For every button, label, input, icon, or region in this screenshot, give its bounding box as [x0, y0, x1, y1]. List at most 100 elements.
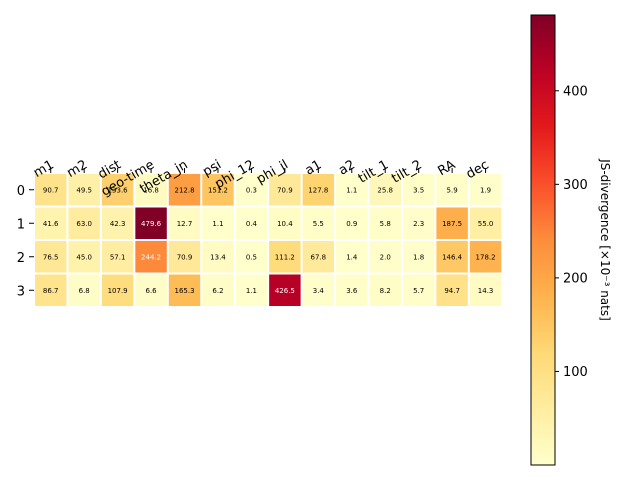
heatmap-cell: [469, 207, 502, 239]
heatmap-cell: [436, 174, 468, 206]
heatmap-cell: [101, 207, 134, 239]
heatmap-cell: [369, 274, 401, 306]
heatmap-cell: [135, 241, 167, 273]
cell-value-label: 1.8: [413, 253, 424, 261]
cell-value-label: 426.5: [275, 287, 295, 295]
heatmap-cell: [235, 207, 268, 239]
y-tick-label: 1: [17, 217, 25, 232]
cell-value-label: 45.0: [76, 253, 92, 261]
cell-value-label: 0.3: [246, 186, 257, 194]
heatmap-cell: [336, 241, 368, 273]
cell-value-label: 5.5: [313, 220, 324, 228]
cell-value-label: 12.7: [177, 220, 193, 228]
cell-value-label: 94.7: [444, 287, 460, 295]
heatmap-cell: [68, 241, 100, 273]
y-tick-label: 3: [17, 284, 25, 299]
heatmap-cell: [68, 174, 100, 206]
heatmap-cell: [336, 174, 368, 206]
cell-value-label: 8.2: [380, 287, 391, 295]
cell-value-label: 57.1: [110, 253, 126, 261]
colorbar-tick-label: 400: [563, 84, 588, 99]
heatmap-cell: [202, 207, 234, 239]
heatmap-cell: [202, 241, 234, 273]
colorbar-label: JS-divergence [×10⁻³ nats]: [598, 158, 612, 321]
heatmap-cell: [369, 174, 401, 206]
cell-value-label: 2.3: [413, 220, 424, 228]
colorbar-tick-label: 200: [563, 271, 588, 286]
colorbar-ticks: 100 200 300 400: [555, 84, 588, 380]
heatmap-cell: [469, 174, 502, 206]
heatmap-cell: [302, 207, 335, 239]
heatmap-cell: [202, 274, 234, 306]
cell-value-label: 76.5: [43, 253, 59, 261]
heatmap-cell: [269, 174, 301, 206]
cell-value-label: 244.2: [141, 253, 161, 261]
heatmap-cell: [402, 174, 435, 206]
colorbar-tick-label: 300: [563, 178, 588, 193]
cell-value-label: 41.6: [43, 220, 59, 228]
cell-value-label: 165.3: [175, 287, 195, 295]
cell-value-label: 25.8: [377, 186, 393, 194]
cell-value-label: 3.5: [413, 186, 424, 194]
cell-value-label: 1.9: [480, 186, 491, 194]
cell-value-label: 479.6: [141, 220, 162, 228]
cell-value-label: 1.4: [346, 253, 358, 261]
cell-value-label: 3.4: [313, 287, 325, 295]
heatmap-cell: [369, 241, 401, 273]
cell-value-label: 14.3: [478, 287, 494, 295]
heatmap-cell: [269, 207, 301, 239]
heatmap-cell: [168, 241, 201, 273]
cell-value-label: 86.7: [43, 287, 59, 295]
cell-value-label: 133.6: [108, 186, 129, 194]
cell-value-label: 49.5: [76, 186, 92, 194]
heatmap-cell: [101, 174, 134, 206]
heatmap-cell: [135, 274, 167, 306]
cell-value-label: 178.2: [476, 253, 496, 261]
cell-value-label: 16.8: [143, 186, 159, 194]
cell-value-label: 70.9: [277, 186, 293, 194]
x-tick-label: a2: [336, 157, 358, 178]
cell-value-label: 67.8: [311, 253, 327, 261]
heatmap-cell: [135, 174, 167, 206]
cell-value-label: 2.0: [380, 253, 391, 261]
heatmap-cell: [402, 207, 435, 239]
cell-value-label: 212.8: [175, 186, 195, 194]
heatmap-cell: [402, 274, 435, 306]
heatmap-cell: [135, 207, 167, 239]
colorbar-tick-label: 100: [563, 365, 588, 380]
heatmap-cell: [469, 274, 502, 306]
heatmap-cell: [235, 174, 268, 206]
heatmap-cell: [469, 241, 502, 273]
heatmap-cell: [336, 207, 368, 239]
heatmap-cell: [68, 207, 100, 239]
heatmap-cell: [369, 207, 401, 239]
cell-value-label: 187.5: [442, 220, 462, 228]
x-tick-label: a1: [303, 157, 325, 178]
heatmap-cell: [101, 274, 134, 306]
colorbar: [530, 14, 556, 466]
cell-value-label: 5.9: [447, 186, 458, 194]
cell-value-label: 0.9: [346, 220, 357, 228]
cell-value-label: 0.5: [246, 253, 257, 261]
heatmap-cell: [202, 174, 234, 206]
cell-value-label: 6.2: [212, 287, 223, 295]
heatmap-cell: [336, 274, 368, 306]
cell-value-label: 151.2: [208, 186, 228, 194]
cell-value-label: 6.8: [79, 287, 90, 295]
cell-value-label: 1.1: [346, 186, 357, 194]
cell-value-label: 111.2: [275, 253, 295, 261]
heatmap-cell: [235, 274, 268, 306]
heatmap-cell: [168, 174, 201, 206]
cell-value-label: 1.1: [246, 287, 257, 295]
cell-value-label: 5.7: [413, 287, 424, 295]
heatmap-cell: [436, 274, 468, 306]
y-tick-labels: 0 1 2 3: [17, 184, 34, 299]
heatmap-cells: 90.7 49.5 133.6 16.8 212.8 151.2 0.3 70.9 127.8 1…: [35, 174, 502, 306]
heatmap-cell: [168, 274, 201, 306]
heatmap-cell: [436, 207, 468, 239]
heatmap-cell: [269, 241, 301, 273]
heatmap-cell: [302, 274, 335, 306]
cell-value-label: 10.4: [277, 220, 293, 228]
heatmap-cell: [302, 241, 335, 273]
